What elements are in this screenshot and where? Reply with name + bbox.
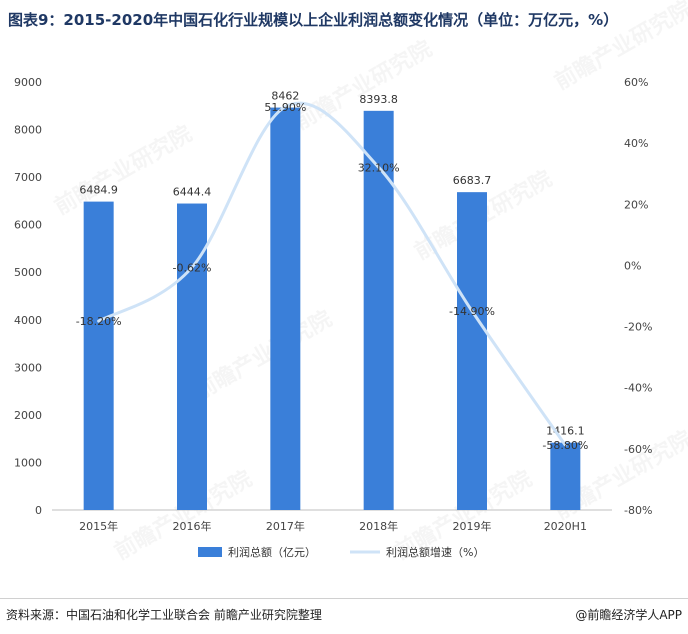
y-right-tick-label: 60% bbox=[624, 76, 648, 89]
y-left-tick-label: 6000 bbox=[14, 219, 42, 232]
y-right-tick-label: 0% bbox=[624, 259, 641, 272]
brand-credit: @前瞻经济学人APP bbox=[575, 608, 682, 622]
source-note: 资料来源：中国石油和化学工业联合会 前瞻产业研究院整理 bbox=[6, 608, 322, 622]
y-left-tick-label: 4000 bbox=[14, 314, 42, 327]
legend-label-bar: 利润总额（亿元） bbox=[228, 545, 316, 559]
footer-divider bbox=[0, 598, 688, 599]
bar bbox=[177, 203, 207, 511]
line-value-label: 51.90% bbox=[264, 101, 306, 114]
y-right-tick-label: 40% bbox=[624, 137, 648, 150]
watermark-text: 前瞻产业研究院 bbox=[550, 0, 688, 95]
y-right-tick-label: 20% bbox=[624, 198, 648, 211]
bar bbox=[550, 442, 581, 510]
x-tick-label: 2016年 bbox=[173, 519, 212, 533]
line-value-label: -18.20% bbox=[76, 315, 122, 328]
bar-value-label: 1416.1 bbox=[546, 425, 585, 438]
bar bbox=[270, 107, 301, 510]
watermark-text: 前瞻产业研究院 bbox=[190, 306, 336, 406]
y-left-tick-label: 3000 bbox=[14, 361, 42, 374]
y-left-tick-label: 5000 bbox=[14, 266, 42, 279]
y-right-tick-label: -40% bbox=[624, 382, 652, 395]
y-left-tick-label: 1000 bbox=[14, 456, 42, 469]
y-left-tick-label: 9000 bbox=[14, 76, 42, 89]
bar bbox=[457, 192, 487, 510]
x-tick-label: 2017年 bbox=[266, 519, 305, 533]
y-right-tick-label: -60% bbox=[624, 443, 652, 456]
bar-value-label: 6444.4 bbox=[173, 186, 212, 199]
watermark-text: 前瞻产业研究院 bbox=[50, 121, 196, 221]
y-left-tick-label: 0 bbox=[35, 504, 42, 517]
y-right-tick-label: -80% bbox=[624, 504, 652, 517]
x-tick-label: 2018年 bbox=[359, 519, 398, 533]
line-value-label: -14.90% bbox=[449, 305, 495, 318]
y-left-tick-label: 7000 bbox=[14, 171, 42, 184]
chart-title: 图表9：2015-2020年中国石化行业规模以上企业利润总额变化情况（单位：万亿… bbox=[8, 11, 619, 29]
y-left-tick-label: 8000 bbox=[14, 124, 42, 137]
watermark-text: 前瞻产业研究院 bbox=[290, 36, 436, 136]
line-value-label: -58.80% bbox=[542, 439, 588, 452]
bar-value-label: 6484.9 bbox=[79, 184, 118, 197]
x-tick-label: 2019年 bbox=[453, 519, 492, 533]
line-value-label: 32.10% bbox=[358, 161, 400, 174]
bar-value-label: 8393.8 bbox=[359, 93, 398, 106]
legend-swatch-bar bbox=[198, 547, 222, 557]
bar-value-label: 6683.7 bbox=[453, 174, 492, 187]
x-tick-label: 2020H1 bbox=[544, 520, 587, 533]
y-left-tick-label: 2000 bbox=[14, 409, 42, 422]
growth-line bbox=[97, 101, 567, 447]
legend-label-line: 利润总额增速（%） bbox=[386, 545, 484, 559]
line-value-label: -0.62% bbox=[173, 261, 212, 274]
bar bbox=[83, 201, 114, 510]
bar-value-label: 8462 bbox=[271, 90, 299, 103]
y-right-tick-label: -20% bbox=[624, 321, 652, 334]
x-tick-label: 2015年 bbox=[79, 519, 118, 533]
